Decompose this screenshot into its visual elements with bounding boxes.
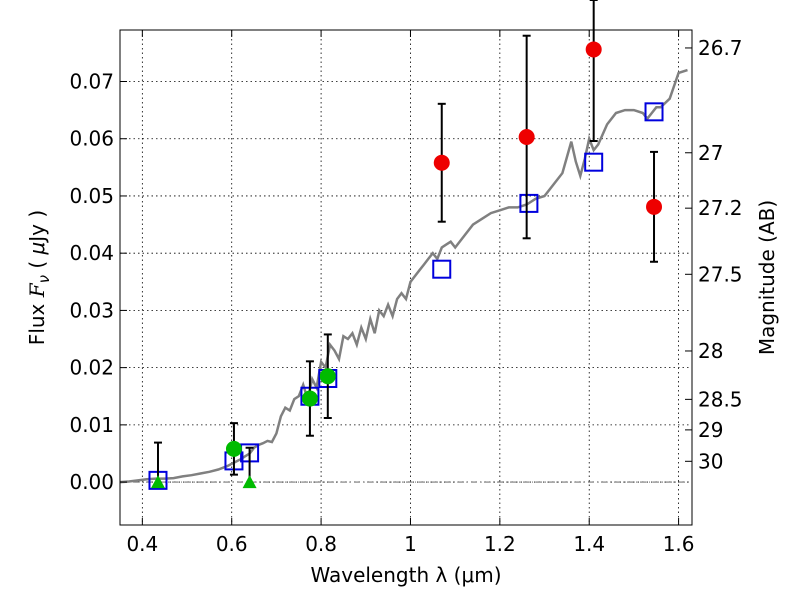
- y-axis-label-paren: (: [25, 254, 49, 275]
- detection-point: [319, 368, 336, 385]
- x-tick-label: 1: [404, 532, 417, 556]
- upper-limit-triangle: [242, 475, 257, 489]
- y2-tick-label: 30: [698, 449, 723, 473]
- y-tick-label: 0.02: [69, 356, 114, 380]
- y2-axis-label: Magnitude (AB): [755, 200, 779, 355]
- y2-tick-label: 27: [698, 141, 723, 165]
- detection-point: [646, 198, 663, 215]
- data-marks: [148, 0, 664, 490]
- y-tick-label: 0.04: [69, 241, 114, 265]
- x-tick-label: 0.8: [305, 532, 337, 556]
- y-axis-label-unit: Jy ): [25, 210, 49, 244]
- y2-tick-label: 26.7: [698, 36, 743, 60]
- x-tick-label: 0.4: [126, 532, 158, 556]
- y-tick-label: 0.06: [69, 127, 114, 151]
- grid: [120, 30, 692, 525]
- model-flux-square: [584, 152, 604, 172]
- axis-ticks: 0.4 0.6 0.8 1 1.2 1.4 1.6 0.00 0.01 0.02 0.03 0.04 0…: [69, 30, 743, 556]
- y-tick-label: 0.07: [69, 70, 114, 94]
- y-axis-label-prefix: Flux: [25, 297, 49, 345]
- y-tick-label: 0.05: [69, 184, 114, 208]
- upper-limit-triangle: [150, 475, 165, 489]
- model-flux-square: [644, 102, 664, 122]
- model-spectrum-line: [119, 68, 688, 484]
- plot-frame: [119, 29, 693, 526]
- x-tick-label: 1.4: [573, 532, 605, 556]
- x-tick-label: 1.6: [663, 532, 695, 556]
- x-axis-label: Wavelength λ (μm): [310, 563, 501, 587]
- y-tick-label: 0.03: [69, 298, 114, 322]
- detection-point: [301, 390, 318, 407]
- y-axis-label-symbol: F: [25, 282, 49, 298]
- y2-tick-label: 27.2: [698, 196, 743, 220]
- y-tick-label: 0.00: [69, 470, 114, 494]
- y2-tick-label: 27.5: [698, 262, 743, 286]
- x-tick-label: 1.2: [484, 532, 516, 556]
- y2-tick-label: 28.5: [698, 387, 743, 411]
- detection-point: [585, 41, 602, 58]
- y-axis-label: Flux Fν ( μJy ): [25, 210, 53, 345]
- model-flux-square: [432, 259, 452, 279]
- x-tick-label: 0.6: [216, 532, 248, 556]
- y2-tick-label: 28: [698, 339, 723, 363]
- model-flux-square: [519, 193, 539, 213]
- y2-tick-label: 29: [698, 418, 723, 442]
- y-axis-label-subscript: ν: [35, 275, 53, 283]
- detection-point: [518, 129, 535, 146]
- detection-point: [225, 440, 242, 457]
- detection-point: [433, 154, 450, 171]
- y-axis-label-mu: μ: [25, 242, 49, 256]
- y-tick-label: 0.01: [69, 413, 114, 437]
